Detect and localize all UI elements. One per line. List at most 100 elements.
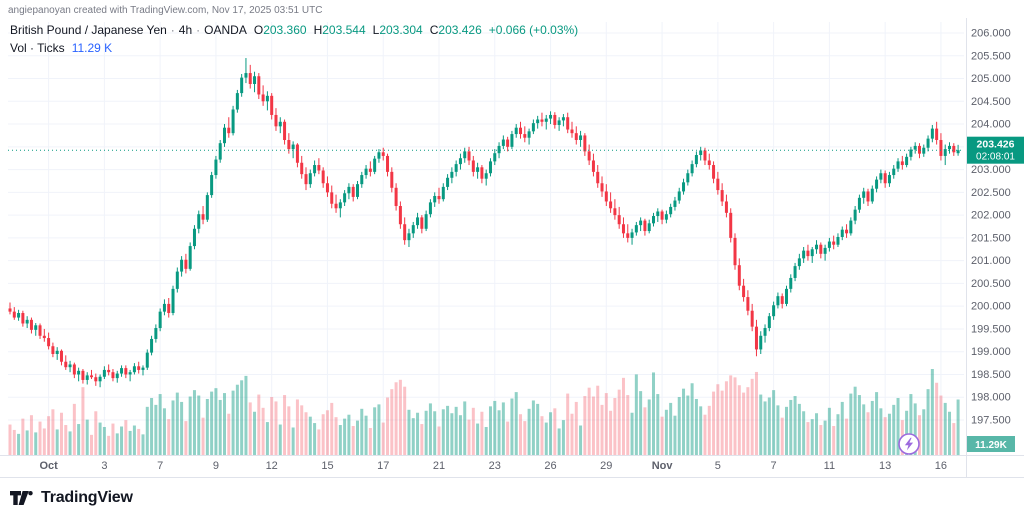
tradingview-logo[interactable]: TradingView xyxy=(10,489,133,507)
volume-bar xyxy=(398,379,402,455)
gridlines xyxy=(8,22,964,455)
candle-body xyxy=(300,162,304,175)
volume-bar xyxy=(484,426,488,455)
volume-bar xyxy=(158,394,162,455)
candle-body xyxy=(42,335,46,339)
volume-bar xyxy=(647,399,651,455)
candle-body xyxy=(660,211,664,220)
candle-body xyxy=(527,131,531,138)
candle-body xyxy=(167,303,171,314)
candle-body xyxy=(184,259,188,269)
candle-body xyxy=(917,145,921,154)
volume-bar xyxy=(682,388,686,455)
price-axis-label: 202.000 xyxy=(971,210,1011,222)
volume-bar xyxy=(716,384,720,455)
volume-bar xyxy=(227,413,231,455)
volume-bar xyxy=(540,416,544,455)
candle-body xyxy=(514,127,518,135)
volume-bar xyxy=(308,416,312,455)
volume-bar xyxy=(767,397,771,455)
volume-bar xyxy=(750,378,754,455)
volume-series xyxy=(8,369,960,455)
candle-body xyxy=(591,160,595,172)
volume-bar xyxy=(789,399,793,455)
volume-bar xyxy=(167,419,171,455)
volume-bar xyxy=(25,430,29,455)
volume-bar xyxy=(47,416,51,455)
volume-bar xyxy=(446,405,450,455)
candle-body xyxy=(240,77,244,94)
candle-body xyxy=(154,328,158,339)
volume-bar xyxy=(184,421,188,455)
volume-bar xyxy=(420,424,424,455)
candle-body xyxy=(137,366,141,370)
volume-bar xyxy=(823,420,827,455)
volume-bar xyxy=(892,404,896,455)
candle-body xyxy=(510,134,514,147)
candle-body xyxy=(355,184,359,197)
candle-body xyxy=(613,208,617,216)
candle-body xyxy=(827,241,831,248)
volume-bar xyxy=(476,423,480,455)
volume-bar xyxy=(313,423,317,455)
candle-body xyxy=(420,217,424,229)
volume-bar xyxy=(857,395,861,455)
candle-body xyxy=(381,152,385,156)
candle-body xyxy=(77,370,81,375)
volume-study-label[interactable]: Vol · Ticks xyxy=(10,41,65,55)
volume-bar xyxy=(248,402,252,455)
volume-bar xyxy=(85,419,89,455)
volume-bar xyxy=(617,389,621,455)
candle-body xyxy=(437,195,441,200)
volume-bar xyxy=(291,427,295,455)
candle-body xyxy=(17,313,21,318)
time-axis-label: 29 xyxy=(600,460,612,472)
volume-bar xyxy=(917,415,921,455)
volume-bar xyxy=(754,371,758,455)
candle-body xyxy=(257,76,261,95)
candle-body xyxy=(458,158,462,165)
candle-body xyxy=(231,109,235,134)
time-axis[interactable]: Oct 3 7 9 12 15 17 21 23 26 29 Nov 5 7 11 13 16 xyxy=(39,460,947,472)
candle-body xyxy=(862,191,866,198)
candle-body xyxy=(265,95,269,102)
candle-body xyxy=(343,193,347,203)
flash-button[interactable] xyxy=(896,431,922,457)
volume-bar xyxy=(171,400,175,455)
candle-body xyxy=(956,150,960,154)
volume-bar xyxy=(223,393,226,455)
volume-bar xyxy=(338,425,342,455)
candle-body xyxy=(686,173,690,183)
volume-bar xyxy=(664,409,668,455)
price-axis-label: 201.500 xyxy=(971,232,1011,244)
volume-bar xyxy=(840,401,844,455)
volume-bar xyxy=(330,402,334,455)
candle-body xyxy=(364,168,368,176)
candle-body xyxy=(124,368,128,375)
volume-bar xyxy=(334,417,338,455)
candle-body xyxy=(261,94,265,102)
volume-bar xyxy=(866,412,870,455)
volume-bar xyxy=(377,404,381,455)
candle-body xyxy=(506,139,510,147)
candle-body xyxy=(386,155,390,172)
symbol-title[interactable]: British Pound / Japanese Yen xyxy=(10,23,167,37)
volume-bar xyxy=(261,407,265,455)
volume-bar xyxy=(304,412,308,455)
volume-bar xyxy=(351,426,355,455)
candle-body xyxy=(407,233,411,241)
volume-bar xyxy=(441,409,445,455)
interval-label[interactable]: 4h xyxy=(178,23,193,37)
candle-body xyxy=(531,123,535,132)
volume-bar xyxy=(875,392,879,455)
price-axis[interactable]: 206.000205.500205.000204.500204.000203.5… xyxy=(971,28,1011,427)
volume-bar xyxy=(34,432,38,455)
candle-body xyxy=(244,73,248,78)
candle-body xyxy=(480,167,484,179)
separator-dot: · xyxy=(196,23,201,37)
candle-body xyxy=(879,173,883,180)
candle-body xyxy=(656,211,660,217)
volume-bar xyxy=(162,408,166,455)
candle-body xyxy=(411,225,415,234)
